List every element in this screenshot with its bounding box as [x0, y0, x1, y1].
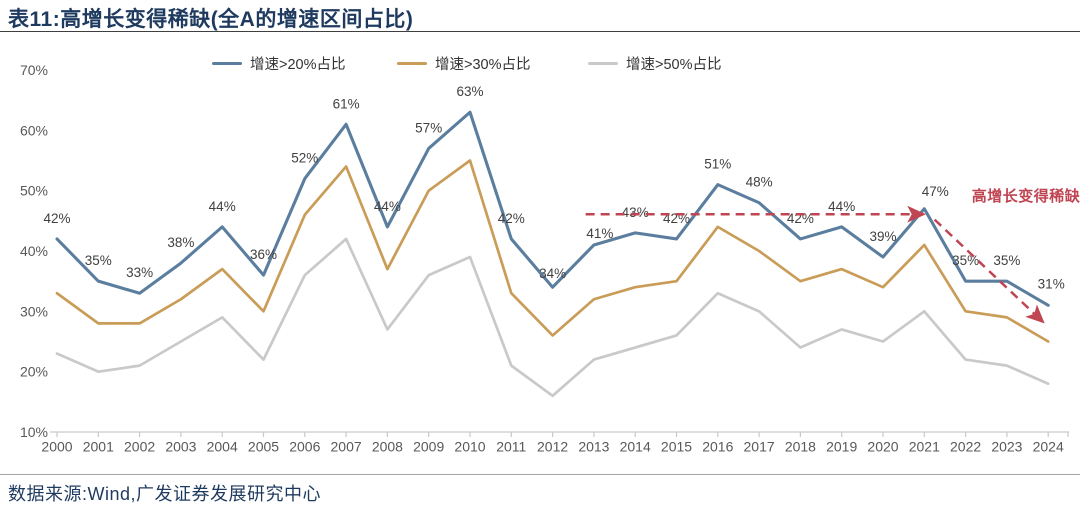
title-divider — [0, 31, 1080, 32]
data-point-label: 38% — [167, 235, 194, 250]
legend-label: 增速>50%占比 — [626, 57, 722, 73]
data-point-label: 44% — [828, 199, 855, 214]
legend-label: 增速>20%占比 — [250, 57, 346, 73]
x-axis-label: 2009 — [413, 438, 444, 454]
data-point-label: 52% — [291, 151, 318, 166]
data-point-label: 47% — [922, 184, 949, 199]
annotation-label: 高增长变得稀缺 — [972, 187, 1080, 205]
y-axis-tick: 20% — [20, 364, 48, 380]
x-axis-label: 2003 — [165, 438, 196, 454]
x-axis-label: 2023 — [991, 438, 1022, 454]
data-point-label: 35% — [993, 253, 1020, 268]
data-point-label: 33% — [126, 265, 153, 280]
x-axis-label: 2012 — [537, 438, 568, 454]
series-line-gray — [55, 237, 1050, 398]
y-axis-tick: 10% — [20, 424, 48, 440]
x-axis-label: 2011 — [496, 438, 526, 454]
data-point-label: 42% — [498, 211, 525, 226]
series-line-blue — [55, 110, 1050, 307]
x-axis-label: 2022 — [950, 438, 981, 454]
legend-swatch-orange-icon — [397, 61, 427, 66]
data-point-label: 31% — [1038, 276, 1065, 291]
footer-divider — [0, 474, 1080, 475]
x-axis-label: 2019 — [826, 438, 857, 454]
chart-legend: 增速>20%占比 增速>30%占比 增速>50%占比 — [0, 53, 1080, 73]
x-axis-label: 2013 — [578, 438, 609, 454]
x-axis-label: 2001 — [83, 438, 114, 454]
data-point-label: 41% — [586, 226, 613, 241]
x-axis-label: 2004 — [207, 438, 238, 454]
x-axis-label: 2015 — [661, 438, 692, 454]
data-point-label: 35% — [952, 253, 979, 268]
x-axis-label: 2018 — [785, 438, 816, 454]
y-axis-tick: 70% — [20, 62, 48, 78]
x-axis-label: 2024 — [1033, 438, 1064, 454]
data-point-label: 43% — [622, 205, 649, 220]
data-point-label: 48% — [746, 175, 773, 190]
legend-item-gt30: 增速>30%占比 — [397, 53, 531, 74]
x-axis-label: 2000 — [41, 438, 72, 454]
x-axis-label: 2021 — [909, 438, 940, 454]
x-axis-label: 2010 — [454, 438, 485, 454]
data-point-label: 57% — [415, 120, 442, 135]
y-axis-tick: 60% — [20, 122, 48, 138]
data-point-label: 61% — [333, 96, 360, 111]
data-point-label: 35% — [85, 253, 112, 268]
series-line-orange — [55, 159, 1050, 343]
line-chart: 70% 60% 50% 40% 30% 20% 10%2000 2001 2002 2003 200… — [20, 62, 1080, 454]
x-axis-label: 2002 — [124, 438, 155, 454]
x-axis-label: 2006 — [289, 438, 320, 454]
data-point-label: 42% — [43, 211, 70, 226]
data-point-label: 44% — [209, 199, 236, 214]
data-point-label: 34% — [539, 266, 566, 281]
data-point-label: 36% — [250, 247, 277, 262]
data-point-label: 39% — [869, 229, 896, 244]
figure-title: 表11:高增长变得稀缺(全A的增速区间占比) — [8, 8, 414, 31]
x-axis-label: 2005 — [248, 438, 279, 454]
y-axis-tick: 30% — [20, 303, 48, 319]
y-axis-tick: 40% — [20, 243, 48, 259]
y-axis-tick: 50% — [20, 183, 48, 199]
x-axis-label: 2017 — [744, 438, 775, 454]
data-source: 数据来源:Wind,广发证券发展研究中心 — [8, 484, 322, 504]
x-axis-label: 2008 — [372, 438, 403, 454]
data-point-label: 63% — [456, 84, 483, 99]
x-axis-label: 2007 — [331, 438, 362, 454]
x-axis-label: 2014 — [620, 438, 651, 454]
legend-label: 增速>30%占比 — [435, 57, 531, 73]
x-axis-label: 2020 — [867, 438, 898, 454]
x-axis-label: 2016 — [702, 438, 733, 454]
data-point-label: 44% — [374, 199, 401, 214]
annotation-trend-arrow — [933, 218, 1045, 324]
legend-swatch-blue-icon — [212, 61, 242, 66]
data-point-label: 51% — [704, 157, 731, 172]
legend-item-gt20: 增速>20%占比 — [212, 53, 346, 74]
data-point-label: 42% — [787, 211, 814, 226]
legend-item-gt50: 增速>50%占比 — [588, 53, 722, 74]
legend-swatch-gray-icon — [588, 61, 618, 66]
